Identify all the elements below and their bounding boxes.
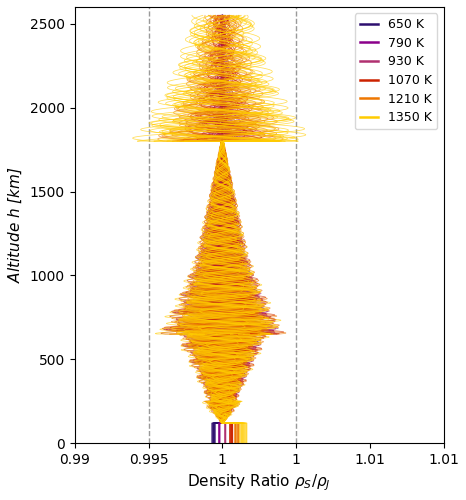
Y-axis label: Altitude $h$ [km]: Altitude $h$ [km] — [7, 167, 24, 284]
X-axis label: Density Ratio $\rho_S/\rho_J$: Density Ratio $\rho_S/\rho_J$ — [187, 472, 331, 493]
Legend: 650 K, 790 K, 930 K, 1070 K, 1210 K, 1350 K: 650 K, 790 K, 930 K, 1070 K, 1210 K, 135… — [355, 13, 438, 130]
